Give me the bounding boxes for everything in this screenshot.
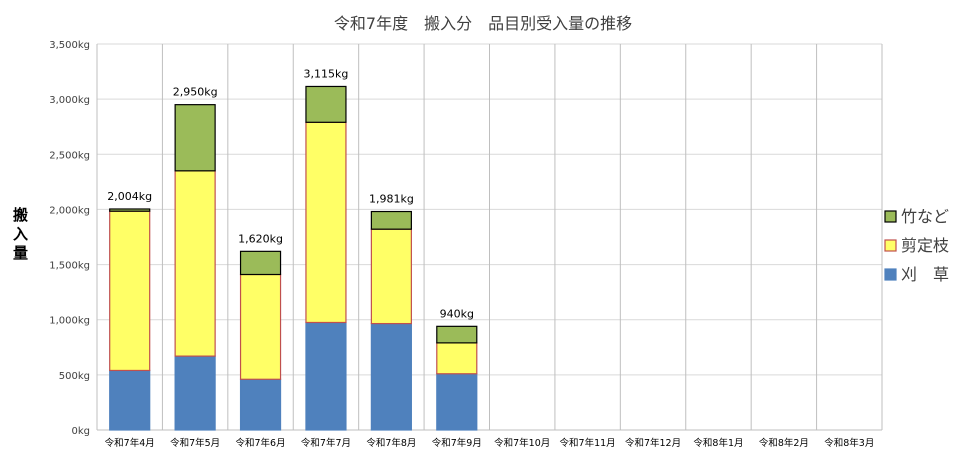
x-tick-label: 令和7年10月 [494,437,550,449]
total-label: 1,620kg [238,232,283,245]
legend-swatch [884,210,897,223]
x-tick-label: 令和7年5月 [170,437,220,449]
bar-segment-grass [436,373,478,431]
legend-label: 刈 草 [901,265,949,284]
total-label: 3,115kg [304,67,349,80]
total-label: 1,981kg [369,193,414,206]
bar-segment-pruned-branches [239,273,282,380]
legend-swatch [884,239,897,252]
x-tick-label: 令和8年3月 [824,437,874,449]
chart-title: 令和7年度 搬入分 品目別受入量の推移 [334,14,632,33]
total-label: 2,950kg [173,86,218,99]
y-tick-label: 1,500kg [49,261,90,272]
y-tick-label: 3,500kg [49,40,90,51]
x-tick-label: 令和7年7月 [301,437,351,449]
x-tick-label: 令和7年6月 [235,437,285,449]
x-tick-label: 令和7年8月 [366,437,416,449]
x-tick-label: 令和7年11月 [560,437,616,449]
legend-label: 剪定枝 [901,236,949,255]
x-tick-label: 令和7年4月 [105,437,155,449]
bar-segment-pruned-branches [109,210,151,372]
y-tick-label: 0kg [71,426,90,437]
y-tick-label: 2,500kg [49,150,90,161]
x-tick-label: 令和7年12月 [625,437,681,449]
y-tick-label: 1,000kg [49,316,90,327]
x-tick-label: 令和7年9月 [432,437,482,449]
bar-segment-pruned-branches [305,121,347,324]
bar-segment-bamboo [305,85,347,123]
bar-segment-grass [239,378,282,431]
bar-segment-bamboo [370,210,412,230]
total-label: 940kg [440,307,474,320]
bar-segment-pruned-branches [436,342,478,375]
legend-label: 竹など [901,207,949,226]
bar-segment-bamboo [436,325,478,344]
bar-segment-pruned-branches [370,228,412,325]
bar-segment-bamboo [109,208,151,212]
bar-segment-grass [109,369,151,431]
bar-segment-grass [305,321,347,431]
y-tick-label: 3,000kg [49,95,90,106]
bar-segment-grass [370,322,412,431]
x-tick-label: 令和8年2月 [759,437,809,449]
total-label: 2,004kg [107,190,152,203]
bars [109,85,478,431]
y-tick-label: 500kg [59,371,90,382]
labels: 0kg 500kg 1,000kg 1,500kg 2,000kg 2,500kg 3,00… [49,40,874,449]
legend-swatch [884,268,897,281]
x-tick-label: 令和8年1月 [693,437,743,449]
bar-segment-bamboo [239,250,282,276]
grid [96,43,883,431]
bar-segment-pruned-branches [174,170,216,357]
bar-segment-bamboo [174,104,216,172]
y-axis-title: 搬入量 [13,206,28,262]
bar-segment-grass [174,355,216,431]
y-tick-label: 2,000kg [49,205,90,216]
